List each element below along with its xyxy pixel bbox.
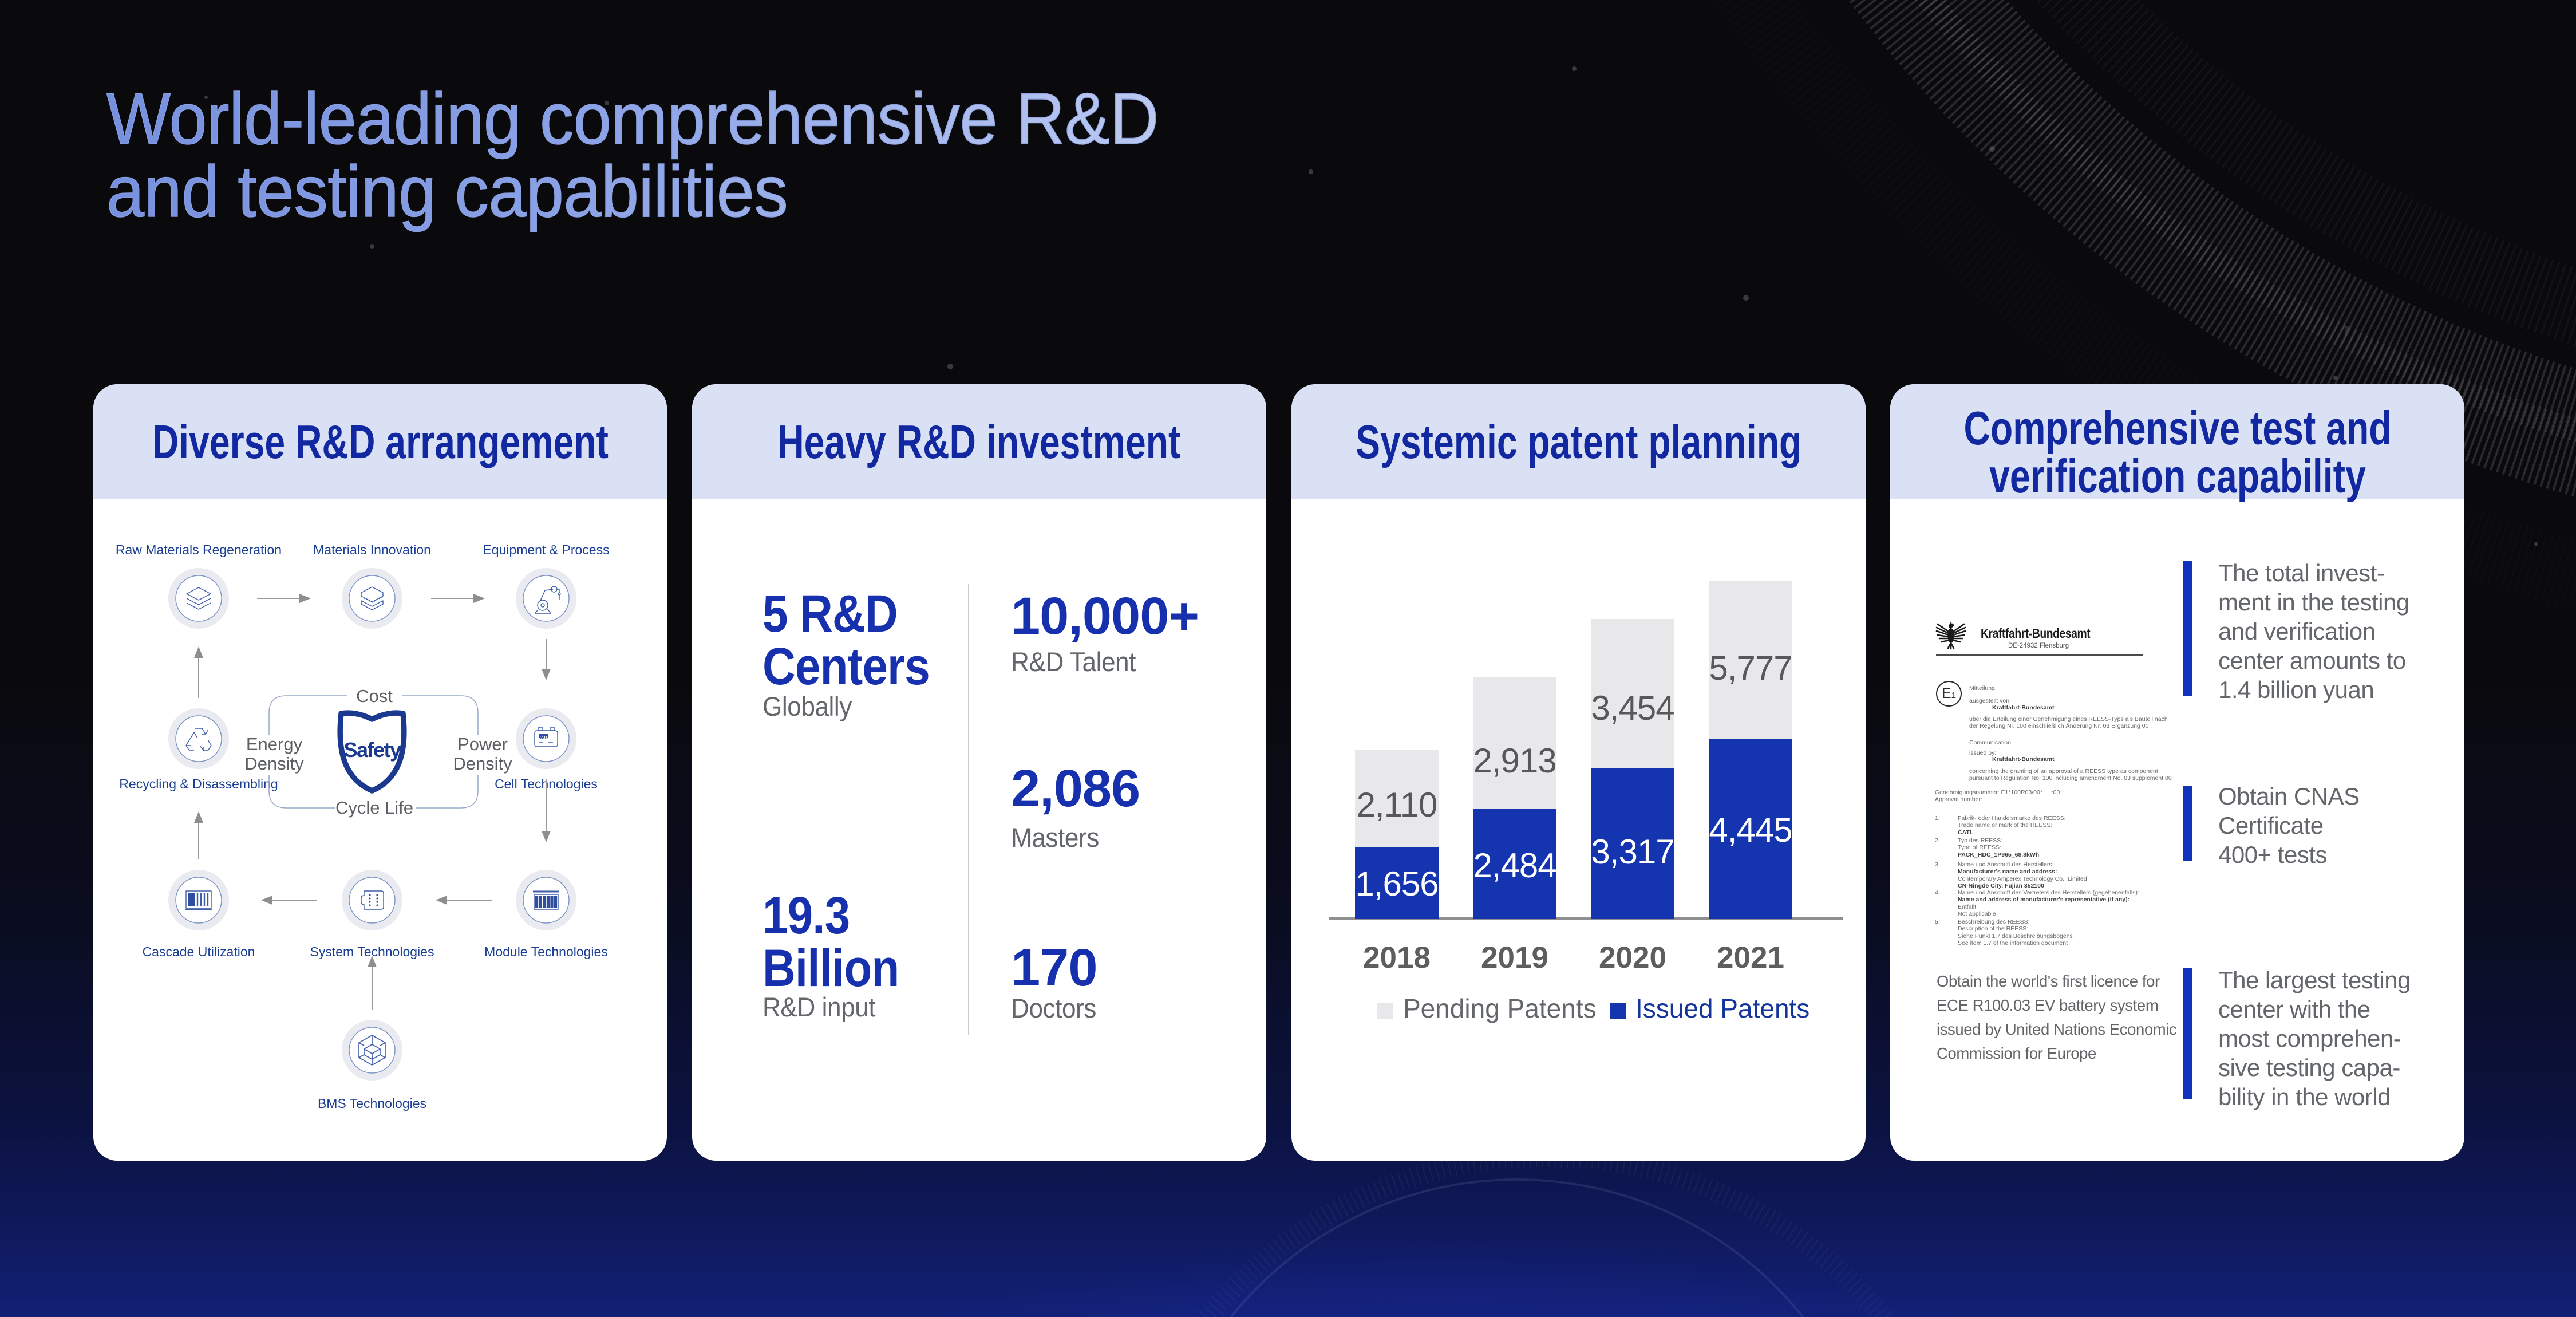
svg-text:Density: Density: [244, 754, 304, 774]
svg-text:Safety: Safety: [343, 738, 401, 762]
svg-text:Recycling & Disassembling: Recycling & Disassembling: [119, 776, 278, 791]
svg-text:Cycle Life: Cycle Life: [335, 798, 413, 818]
svg-text:Density: Density: [453, 754, 512, 774]
svg-text:Raw Materials Regeneration: Raw Materials Regeneration: [116, 542, 282, 557]
svg-text:Module Technologies: Module Technologies: [484, 944, 608, 959]
svg-text:CATL: CATL: [538, 736, 549, 740]
svg-text:Power: Power: [457, 734, 508, 754]
svg-text:Cascade Utilization: Cascade Utilization: [143, 944, 255, 959]
svg-text:Cost: Cost: [356, 686, 393, 706]
svg-text:Energy: Energy: [246, 734, 303, 754]
svg-text:Equipment & Process: Equipment & Process: [483, 542, 609, 557]
svg-text:Materials Innovation: Materials Innovation: [313, 542, 431, 557]
svg-text:BMS Technologies: BMS Technologies: [318, 1096, 426, 1111]
